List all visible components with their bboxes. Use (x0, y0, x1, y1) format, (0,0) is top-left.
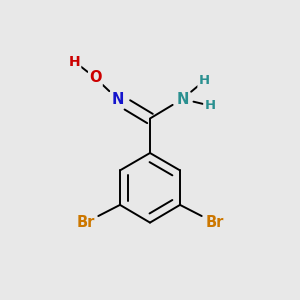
Text: O: O (89, 70, 102, 86)
Text: H: H (69, 55, 80, 68)
Text: Br: Br (205, 215, 224, 230)
Text: N: N (111, 92, 124, 106)
Text: H: H (198, 74, 210, 88)
Text: N: N (176, 92, 189, 106)
Text: Br: Br (76, 215, 95, 230)
Text: H: H (204, 99, 216, 112)
